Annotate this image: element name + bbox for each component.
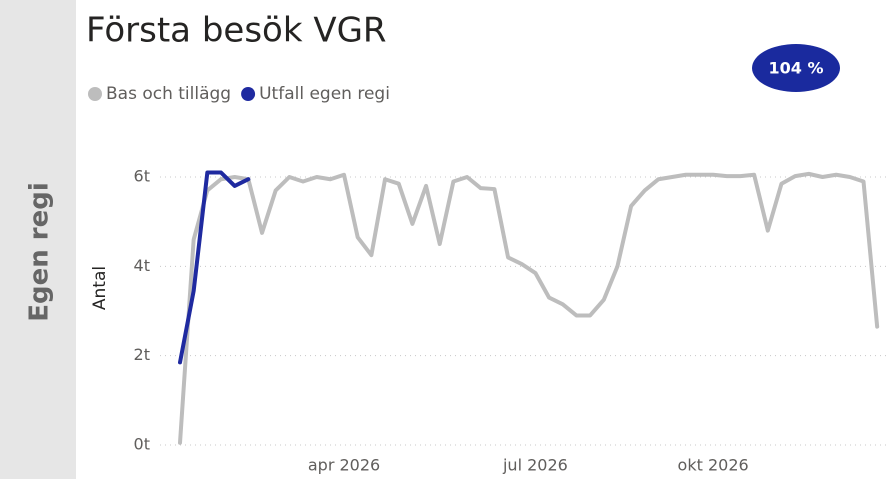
y-tick-label: 2t <box>134 345 150 364</box>
y-tick-label: 0t <box>134 435 150 454</box>
chart-title: Första besök VGR <box>86 11 387 51</box>
side-panel <box>0 0 76 479</box>
kpi-badge <box>752 44 840 92</box>
kpi-label: 104 % <box>769 59 824 78</box>
legend-label: Utfall egen regi <box>259 84 390 104</box>
legend-marker <box>88 87 102 101</box>
series-line <box>178 171 880 445</box>
y-axis-label: Antal <box>90 266 110 310</box>
series-line <box>178 170 251 365</box>
panel-label: Egen regi <box>25 182 55 322</box>
y-tick-label: 4t <box>134 256 150 275</box>
x-tick-label: okt 2026 <box>678 456 749 475</box>
y-tick-label: 6t <box>134 167 150 186</box>
legend-marker <box>241 87 256 101</box>
x-tick-label: jul 2026 <box>502 456 568 475</box>
legend-label: Bas och tillägg <box>106 84 231 104</box>
x-tick-label: apr 2026 <box>308 456 380 475</box>
